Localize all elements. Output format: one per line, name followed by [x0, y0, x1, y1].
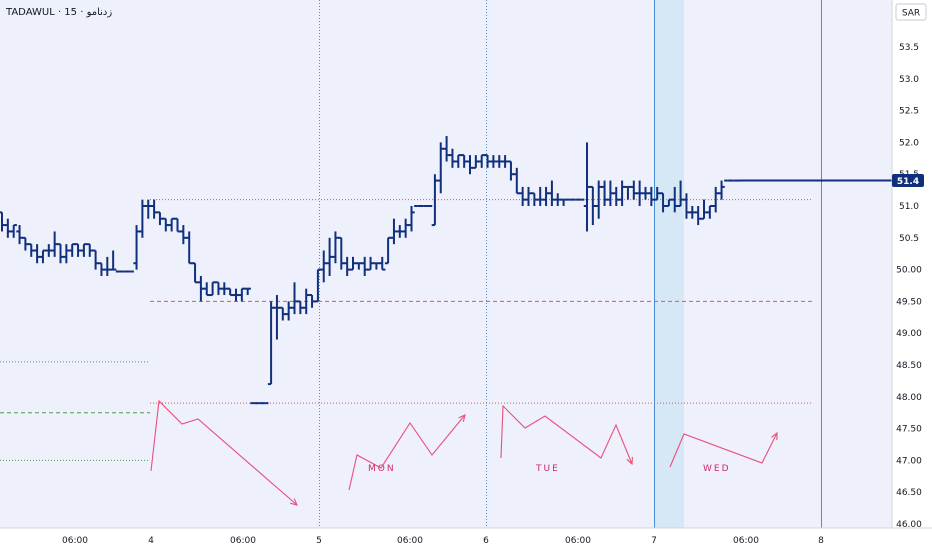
plot-background: [0, 0, 892, 528]
ohlc-bar: [109, 250, 117, 271]
time-axis[interactable]: [0, 528, 932, 550]
arrow-head: [458, 414, 466, 422]
zigzag-drawing: [500, 404, 633, 465]
time-tick-label: 06:00: [62, 536, 88, 546]
time-tick-label: 6: [483, 536, 489, 546]
currency-box[interactable]: [895, 3, 927, 21]
zigzag-drawing: [150, 399, 298, 506]
ohlc-bars: [0, 136, 892, 405]
price-tick-label: 50.00: [896, 266, 922, 276]
time-tick-label: 06:00: [397, 536, 423, 546]
time-tick-label: 06:00: [565, 536, 591, 546]
drawing-annotations[interactable]: [150, 399, 778, 506]
arrow-head: [771, 431, 778, 441]
currency-label: SAR: [902, 9, 920, 19]
session-highlight-band: [654, 0, 684, 528]
time-tick-label: 8: [818, 536, 824, 546]
price-tick-label: 52.5: [899, 107, 919, 117]
price-tick-label: 53.5: [899, 43, 919, 53]
session-separators: [319, 0, 822, 528]
time-axis-ticks: 06:00 4 06:00 5 06:00 6 06:00 7 06:00 8: [62, 536, 824, 546]
time-tick-label: 06:00: [733, 536, 759, 546]
ohlc-bar: [10, 224, 17, 238]
price-levels: [0, 199, 812, 461]
time-tick-label: 4: [148, 536, 154, 546]
current-price-tag: 51.4: [892, 174, 924, 188]
current-price-label: 51.4: [897, 177, 919, 187]
price-tick-label: 50.5: [899, 234, 919, 244]
price-tick-label: 47.50: [896, 425, 922, 435]
arrow-head: [626, 456, 633, 466]
price-tick-label: 49.50: [896, 297, 922, 307]
price-tick-label: 49.00: [896, 329, 922, 339]
price-tick-label: 47.00: [896, 456, 922, 466]
price-tick-label: 52.0: [899, 138, 919, 148]
ohlc-bar: [379, 256, 386, 271]
ohlc-bar: [244, 287, 251, 296]
price-tick-label: 46.00: [896, 520, 922, 530]
zigzag-drawing: [348, 414, 466, 491]
day-label-mon: MON: [368, 464, 396, 474]
zigzag-drawing: [669, 432, 778, 468]
price-tick-label: 46.50: [896, 488, 922, 498]
time-tick-label: 5: [316, 536, 322, 546]
price-axis[interactable]: [892, 0, 932, 528]
symbol-title: TADAWUL · 15 · زدنامو: [5, 7, 112, 18]
time-tick-label: 7: [651, 536, 657, 546]
day-label-tue: TUE: [535, 464, 560, 474]
price-tick-label: 48.50: [896, 361, 922, 371]
price-tick-label: 51.0: [899, 202, 919, 212]
price-tick-label: 48.00: [896, 393, 922, 403]
price-tick-label: 53.0: [899, 75, 919, 85]
arrow-head: [290, 498, 298, 506]
ohlc-bar: [408, 206, 415, 232]
day-label-wed: WED: [703, 464, 731, 474]
time-tick-label: 06:00: [230, 536, 256, 546]
ohlc-bar: [718, 180, 725, 200]
